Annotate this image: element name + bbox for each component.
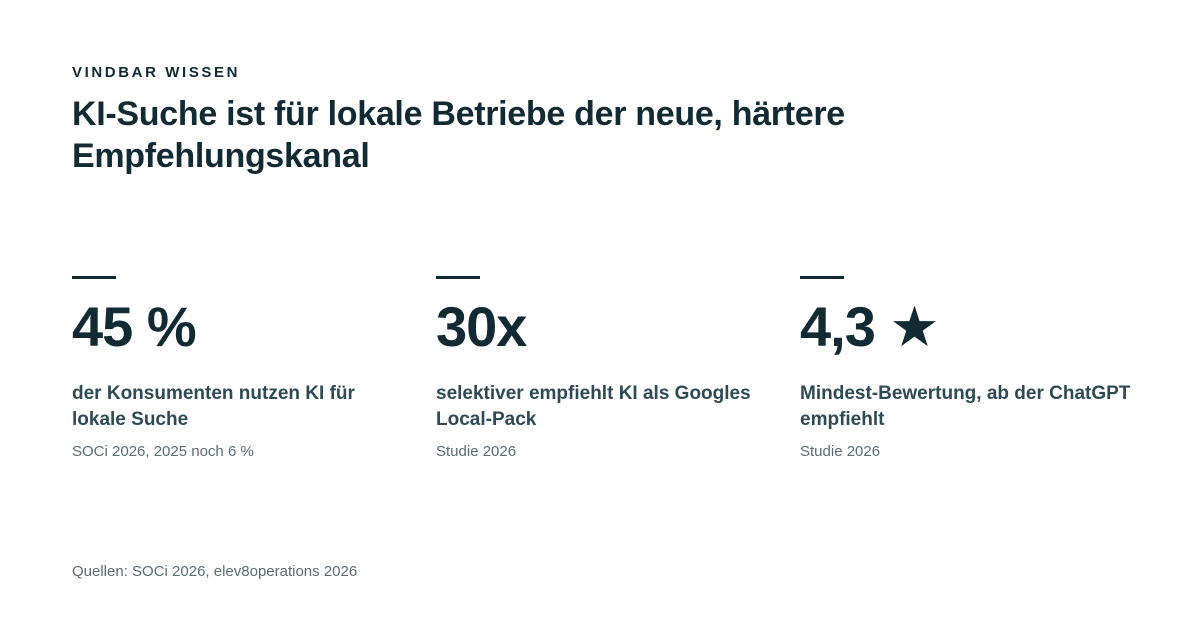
stat-consumer-ai-usage: 45 % der Konsumenten nutzen KI für lokal… xyxy=(72,276,412,463)
stat-value: 4,3 ★ xyxy=(800,295,940,358)
stat-divider xyxy=(436,276,480,279)
stat-divider xyxy=(72,276,116,279)
stat-source: SOCi 2026, 2025 noch 6 % xyxy=(72,443,254,460)
eyebrow-label: VINDBAR WISSEN xyxy=(72,64,241,81)
stat-source: Studie 2026 xyxy=(436,443,517,460)
stat-divider xyxy=(800,276,844,279)
stat-ai-selectivity: 30x selektiver empfiehlt KI als Googles … xyxy=(436,276,776,463)
stats-row: 45 % der Konsumenten nutzen KI für lokal… xyxy=(72,276,1132,476)
stat-value: 30x xyxy=(436,295,527,358)
sources-footnote: Quellen: SOCi 2026, elev8operations 2026 xyxy=(72,563,358,580)
stat-description: der Konsumenten nutzen KI für lokale Suc… xyxy=(72,383,355,430)
stat-value: 45 % xyxy=(72,295,197,358)
stat-description: selektiver empfiehlt KI als Googles Loca… xyxy=(436,383,751,430)
stat-description: Mindest-Bewertung, ab der ChatGPT empfie… xyxy=(800,383,1131,430)
stat-min-rating: 4,3 ★ Mindest-Bewertung, ab der ChatGPT … xyxy=(800,276,1140,463)
stat-source: Studie 2026 xyxy=(800,443,881,460)
page-title: KI-Suche ist für lokale Betriebe der neu… xyxy=(72,95,845,175)
